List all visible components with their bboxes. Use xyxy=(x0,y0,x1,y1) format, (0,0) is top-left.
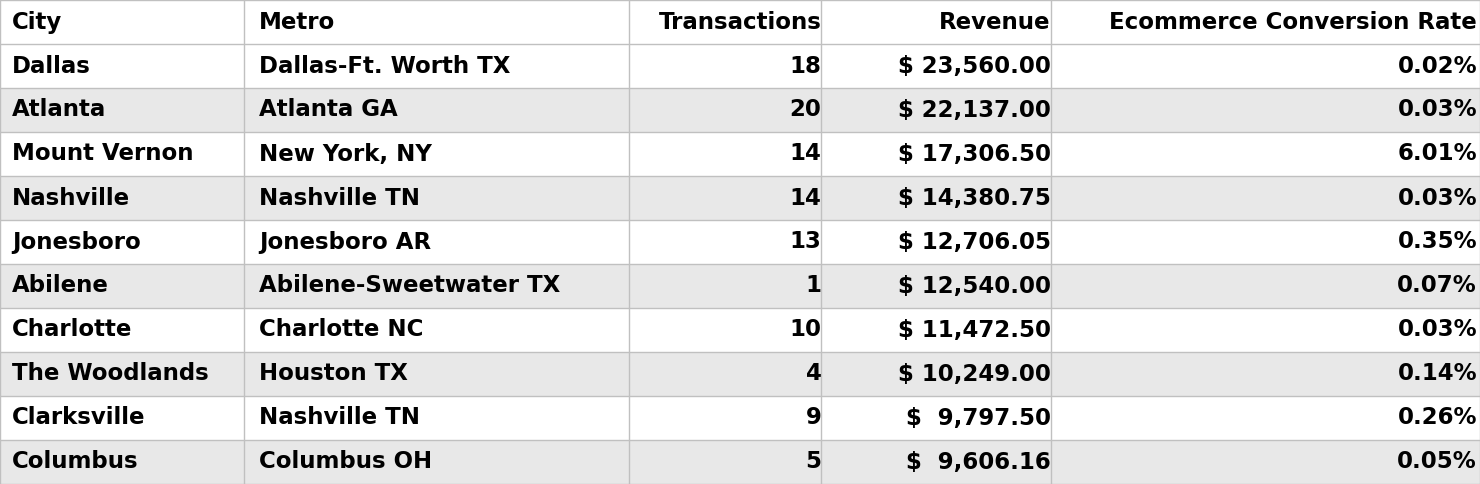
Text: 9: 9 xyxy=(805,407,821,429)
Bar xyxy=(0,176,1480,220)
Text: $ 17,306.50: $ 17,306.50 xyxy=(898,142,1051,166)
Text: 0.03%: 0.03% xyxy=(1397,318,1477,342)
Text: 20: 20 xyxy=(789,99,821,121)
Text: 0.03%: 0.03% xyxy=(1397,186,1477,210)
Text: Mount Vernon: Mount Vernon xyxy=(12,142,194,166)
Text: 14: 14 xyxy=(789,186,821,210)
Text: Charlotte: Charlotte xyxy=(12,318,132,342)
Text: $ 22,137.00: $ 22,137.00 xyxy=(898,99,1051,121)
Text: $ 10,249.00: $ 10,249.00 xyxy=(898,363,1051,385)
Text: Nashville: Nashville xyxy=(12,186,130,210)
Text: 0.02%: 0.02% xyxy=(1397,55,1477,77)
Text: Clarksville: Clarksville xyxy=(12,407,145,429)
Text: $  9,606.16: $ 9,606.16 xyxy=(906,451,1051,473)
Text: Charlotte NC: Charlotte NC xyxy=(259,318,423,342)
Bar xyxy=(0,44,1480,88)
Text: 13: 13 xyxy=(789,230,821,254)
Bar xyxy=(0,396,1480,440)
Text: $ 12,540.00: $ 12,540.00 xyxy=(898,274,1051,298)
Bar xyxy=(0,264,1480,308)
Text: $  9,797.50: $ 9,797.50 xyxy=(906,407,1051,429)
Text: Atlanta GA: Atlanta GA xyxy=(259,99,398,121)
Text: The Woodlands: The Woodlands xyxy=(12,363,209,385)
Text: 18: 18 xyxy=(789,55,821,77)
Text: Metro: Metro xyxy=(259,11,336,33)
Text: New York, NY: New York, NY xyxy=(259,142,432,166)
Text: 14: 14 xyxy=(789,142,821,166)
Text: City: City xyxy=(12,11,62,33)
Text: Columbus: Columbus xyxy=(12,451,139,473)
Text: 0.35%: 0.35% xyxy=(1397,230,1477,254)
Text: Abilene-Sweetwater TX: Abilene-Sweetwater TX xyxy=(259,274,561,298)
Text: Dallas-Ft. Worth TX: Dallas-Ft. Worth TX xyxy=(259,55,511,77)
Bar xyxy=(0,440,1480,484)
Text: 0.26%: 0.26% xyxy=(1397,407,1477,429)
Bar xyxy=(0,352,1480,396)
Bar xyxy=(0,308,1480,352)
Text: $ 12,706.05: $ 12,706.05 xyxy=(898,230,1051,254)
Bar xyxy=(0,132,1480,176)
Text: Ecommerce Conversion Rate: Ecommerce Conversion Rate xyxy=(1110,11,1477,33)
Text: Revenue: Revenue xyxy=(940,11,1051,33)
Text: Columbus OH: Columbus OH xyxy=(259,451,432,473)
Text: 6.01%: 6.01% xyxy=(1397,142,1477,166)
Text: Dallas: Dallas xyxy=(12,55,90,77)
Text: 0.14%: 0.14% xyxy=(1397,363,1477,385)
Text: Jonesboro: Jonesboro xyxy=(12,230,141,254)
Text: 0.07%: 0.07% xyxy=(1397,274,1477,298)
Text: 0.03%: 0.03% xyxy=(1397,99,1477,121)
Text: Atlanta: Atlanta xyxy=(12,99,107,121)
Bar xyxy=(0,0,1480,44)
Text: 0.05%: 0.05% xyxy=(1397,451,1477,473)
Text: Nashville TN: Nashville TN xyxy=(259,186,420,210)
Text: Abilene: Abilene xyxy=(12,274,108,298)
Text: 4: 4 xyxy=(805,363,821,385)
Bar xyxy=(0,88,1480,132)
Text: Jonesboro AR: Jonesboro AR xyxy=(259,230,431,254)
Text: $ 23,560.00: $ 23,560.00 xyxy=(898,55,1051,77)
Text: 5: 5 xyxy=(805,451,821,473)
Text: Transactions: Transactions xyxy=(659,11,821,33)
Text: $ 11,472.50: $ 11,472.50 xyxy=(898,318,1051,342)
Text: 10: 10 xyxy=(789,318,821,342)
Bar xyxy=(0,220,1480,264)
Text: 1: 1 xyxy=(805,274,821,298)
Text: Houston TX: Houston TX xyxy=(259,363,408,385)
Text: $ 14,380.75: $ 14,380.75 xyxy=(898,186,1051,210)
Text: Nashville TN: Nashville TN xyxy=(259,407,420,429)
